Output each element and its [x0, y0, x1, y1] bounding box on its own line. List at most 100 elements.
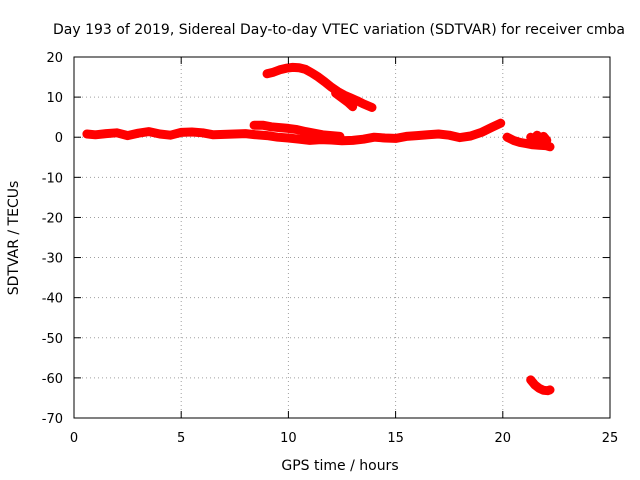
data-point [295, 135, 303, 143]
data-point [310, 129, 318, 137]
x-tick-label: 5 [177, 431, 185, 446]
data-point [274, 133, 282, 141]
data-point [199, 129, 207, 137]
data-point [276, 66, 284, 74]
data-point [250, 121, 258, 129]
data-point [370, 133, 378, 141]
data-point [359, 135, 367, 143]
data-point [166, 131, 174, 139]
x-axis-label: GPS time / hours [281, 458, 398, 474]
data-point [102, 130, 110, 138]
y-tick-label: -60 [42, 372, 63, 387]
data-point [392, 134, 400, 142]
data-point [282, 64, 290, 72]
data-point [503, 133, 511, 141]
x-tick-label: 10 [280, 431, 297, 446]
data-point [177, 128, 185, 136]
series-band [82, 118, 506, 146]
data-point [306, 136, 314, 144]
data-point [510, 136, 518, 144]
data-point [188, 128, 196, 136]
data-point [336, 132, 344, 140]
series-late-cluster [526, 130, 552, 146]
data-point [145, 128, 153, 136]
data-point [91, 131, 99, 139]
x-tick-label: 25 [602, 431, 619, 446]
y-tick-label: -50 [42, 332, 63, 347]
data-point [497, 119, 505, 127]
data-point [289, 63, 297, 71]
data-series [82, 62, 555, 396]
data-point [488, 123, 496, 131]
chart-title: Day 193 of 2019, Sidereal Day-to-day VTE… [53, 22, 625, 38]
data-point [284, 134, 292, 142]
data-point [113, 129, 121, 137]
data-point [314, 73, 322, 81]
data-point [546, 143, 554, 151]
data-point [349, 136, 357, 144]
data-point [252, 131, 260, 139]
data-point [319, 131, 327, 139]
y-tick-label: 20 [46, 51, 63, 66]
y-tick-label: -30 [42, 252, 63, 267]
series-low-segment [526, 375, 555, 396]
data-point [467, 132, 475, 140]
y-axis-label: SDTVAR / TECUs [6, 181, 22, 296]
data-point [349, 103, 357, 111]
data-point [259, 121, 267, 129]
y-tick-label: -10 [42, 171, 63, 186]
series-main-band [82, 118, 506, 146]
ticks: 0 5 10 15 20 25 20 10 0 -10 -20 -30 -40 -50 -60 -70 [42, 51, 619, 446]
data-point [381, 134, 389, 142]
y-tick-label: -20 [42, 211, 63, 226]
series-upper-arc [262, 62, 377, 112]
data-point [543, 136, 551, 144]
data-point [263, 132, 271, 140]
data-point [295, 64, 303, 72]
data-point [267, 123, 275, 131]
y-tick-label: -40 [42, 292, 63, 307]
x-tick-label: 0 [70, 431, 78, 446]
data-point [231, 130, 239, 138]
data-point [327, 83, 335, 91]
data-point [424, 131, 432, 139]
data-point [293, 126, 301, 134]
series-upper-band [249, 120, 345, 141]
series-upper-arc-tail [331, 88, 358, 112]
y-tick-label: -70 [42, 412, 63, 427]
data-point [522, 140, 530, 148]
data-point [402, 132, 410, 140]
data-point [302, 128, 310, 136]
data-point [332, 89, 340, 97]
data-point [327, 132, 335, 140]
data-point [134, 129, 142, 137]
data-point [276, 124, 284, 132]
data-point [533, 131, 541, 139]
data-point [353, 97, 361, 105]
data-point [83, 130, 91, 138]
data-point [359, 100, 367, 108]
y-tick-label: 10 [46, 91, 63, 106]
data-point [434, 130, 442, 138]
y-tick-label: 0 [55, 131, 63, 146]
data-point [413, 132, 421, 140]
data-point [242, 130, 250, 138]
data-point [284, 124, 292, 132]
data-point [546, 386, 554, 394]
plot-frame [73, 56, 611, 419]
data-point [338, 94, 346, 102]
data-point [302, 65, 310, 73]
data-point [445, 131, 453, 139]
data-point [124, 132, 132, 140]
data-point [516, 138, 524, 146]
data-point [308, 69, 316, 77]
x-tick-label: 20 [495, 431, 512, 446]
data-point [527, 376, 535, 384]
data-point [477, 128, 485, 136]
x-tick-label: 15 [387, 431, 404, 446]
data-point [209, 131, 217, 139]
data-point [368, 104, 376, 112]
data-point [456, 134, 464, 142]
